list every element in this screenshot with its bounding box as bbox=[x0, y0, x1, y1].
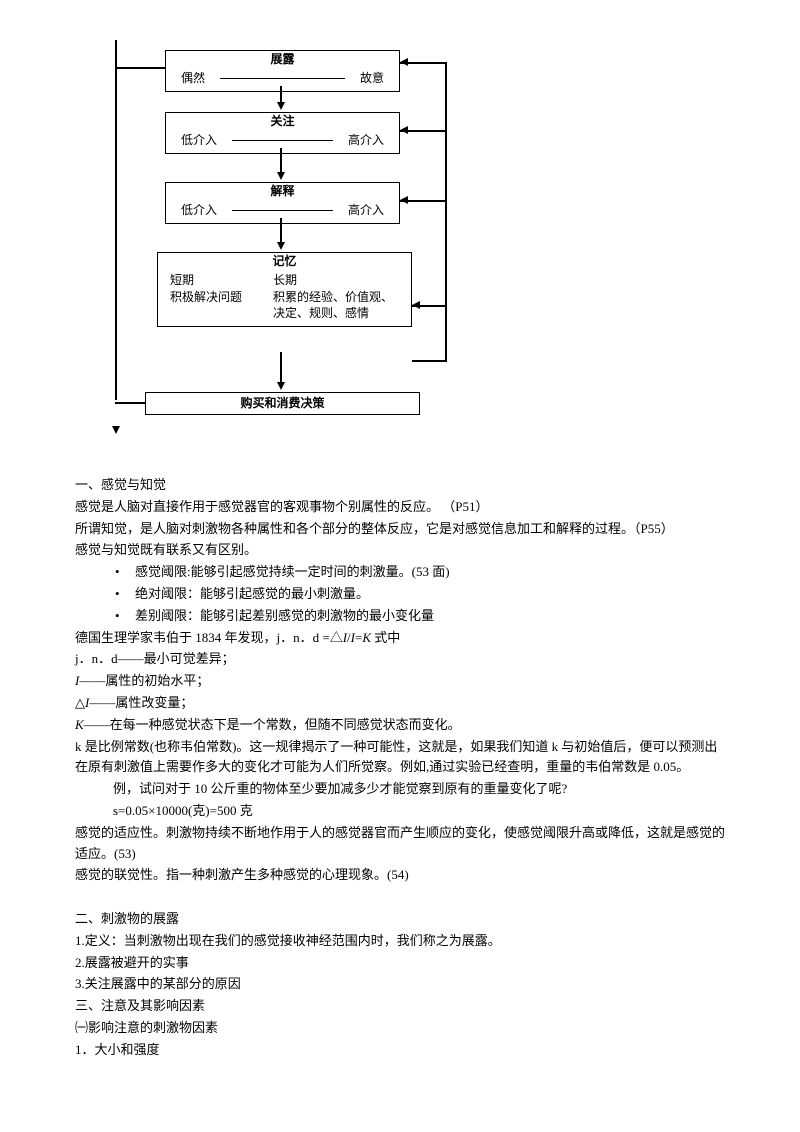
sub-1a: 1．大小和强度 bbox=[75, 1040, 725, 1061]
feedback-line bbox=[445, 62, 447, 362]
arrow-left-2 bbox=[400, 126, 408, 134]
conn-v4 bbox=[280, 352, 282, 382]
bullet-1: •感觉阈限:能够引起感觉持续一定时间的刺激量。(53 面) bbox=[75, 562, 725, 583]
heading-2: 二、刺激物的展露 bbox=[75, 909, 725, 930]
flowchart-box-interpret: 解释 低介入 高介入 bbox=[165, 182, 400, 224]
box2-right: 高介入 bbox=[348, 132, 384, 149]
sub-1: ㈠影响注意的刺激物因素 bbox=[75, 1018, 725, 1039]
conn-h1-left bbox=[115, 67, 165, 69]
box4-title: 记忆 bbox=[158, 253, 411, 270]
def-1: 1.定义：当刺激物出现在我们的感觉接收神经范围内时，我们称之为展露。 bbox=[75, 931, 725, 952]
box1-right: 故意 bbox=[360, 70, 384, 87]
para-relation: 感觉与知觉既有联系又有区别。 bbox=[75, 540, 725, 561]
para-synesth: 感觉的联觉性。指一种刺激产生多种感觉的心理现象。(54) bbox=[75, 865, 725, 886]
para-weber: 德国生理学家韦伯于 1834 年发现，j．n．d =△I/I=K 式中 bbox=[75, 628, 725, 649]
box3-title: 解释 bbox=[166, 183, 399, 200]
arrow-left-1 bbox=[400, 58, 408, 66]
document-body: 一、感觉与知觉 感觉是人脑对直接作用于感觉器官的客观事物个别属性的反应。 （P5… bbox=[75, 475, 725, 1061]
main-flow-line bbox=[115, 40, 117, 400]
box3-right: 高介入 bbox=[348, 202, 384, 219]
conn-h4-right2 bbox=[412, 360, 446, 362]
para-jnd: j．n．d——最小可觉差异； bbox=[75, 649, 725, 670]
arrow-down-1 bbox=[277, 102, 285, 110]
para-K: K——在每一种感觉状态下是一个常数，但随不同感觉状态而变化。 bbox=[75, 715, 725, 736]
arrow-down-2 bbox=[277, 172, 285, 180]
arrow-left-3 bbox=[400, 196, 408, 204]
box1-left: 偶然 bbox=[181, 70, 205, 87]
box4-left-top: 短期 bbox=[170, 272, 273, 289]
para-sensation-def: 感觉是人脑对直接作用于感觉器官的客观事物个别属性的反应。 （P51） bbox=[75, 497, 725, 518]
main-arrow-down bbox=[112, 426, 120, 434]
box4-left-bot: 积极解决问题 bbox=[170, 289, 273, 306]
flowchart-box-decision: 购买和消费决策 bbox=[145, 392, 420, 415]
heading-1: 一、感觉与知觉 bbox=[75, 475, 725, 496]
def-3: 3.关注展露中的某部分的原因 bbox=[75, 974, 725, 995]
box4-right-bot: 积累的经验、价值观、决定、规则、感情 bbox=[273, 289, 399, 323]
example-q: 例，试问对于 10 公斤重的物体至少要加减多少才能觉察到原有的重量变化了呢? bbox=[75, 779, 725, 800]
arrow-down-4 bbox=[277, 382, 285, 390]
flowchart-diagram: 展露 偶然 故意 关注 低介入 高介入 解释 低介入 高介入 记 bbox=[115, 40, 465, 440]
box2-title: 关注 bbox=[166, 113, 399, 130]
bullet-2: •绝对阈限：能够引起感觉的最小刺激量。 bbox=[75, 584, 725, 605]
para-adapt: 感觉的适应性。刺激物持续不断地作用于人的感觉器官而产生顺应的变化，使感觉阈限升高… bbox=[75, 823, 725, 865]
box3-left: 低介入 bbox=[181, 202, 217, 219]
arrow-left-4 bbox=[412, 301, 420, 309]
box2-left: 低介入 bbox=[181, 132, 217, 149]
flowchart-box-attention: 关注 低介入 高介入 bbox=[165, 112, 400, 154]
bullet-3: •差别阈限：能够引起差别感觉的刺激物的最小变化量 bbox=[75, 606, 725, 627]
arrow-down-3 bbox=[277, 242, 285, 250]
box5-title: 购买和消费决策 bbox=[240, 396, 324, 410]
flowchart-box-memory: 记忆 短期 积极解决问题 长期 积累的经验、价值观、决定、规则、感情 bbox=[157, 252, 412, 327]
box1-title: 展露 bbox=[166, 51, 399, 68]
conn-h5-left bbox=[115, 402, 145, 404]
para-deltaI: △I——属性改变量； bbox=[75, 693, 725, 714]
flowchart-box-exposure: 展露 偶然 故意 bbox=[165, 50, 400, 92]
def-2: 2.展露被避开的实事 bbox=[75, 953, 725, 974]
para-I: I——属性的初始水平； bbox=[75, 671, 725, 692]
para-perception-def: 所谓知觉，是人脑对刺激物各种属性和各个部分的整体反应，它是对感觉信息加工和解释的… bbox=[75, 519, 725, 540]
para-k-const: k 是比例常数(也称韦伯常数)。这一规律揭示了一种可能性，这就是，如果我们知道 … bbox=[75, 737, 725, 779]
heading-3: 三、注意及其影响因素 bbox=[75, 996, 725, 1017]
example-a: s=0.05×10000(克)=500 克 bbox=[75, 801, 725, 822]
box4-right-top: 长期 bbox=[273, 272, 399, 289]
